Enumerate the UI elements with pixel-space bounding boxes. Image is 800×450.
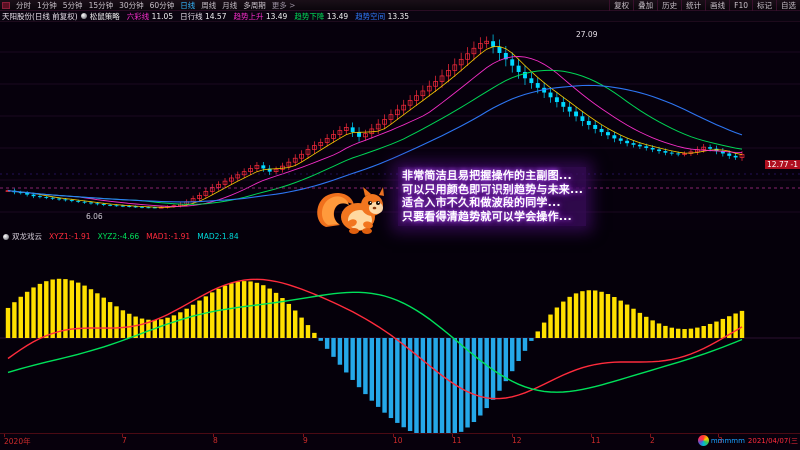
x-tick-mark-0: [4, 434, 5, 437]
ma-line-0: [7, 46, 743, 208]
indicator-status-dot-icon: [3, 233, 9, 240]
ind-value-3: MAD2:1.84: [197, 232, 239, 241]
indicator-chart-svg: [0, 243, 800, 433]
period-item-10[interactable]: 更多 >: [271, 0, 296, 10]
annotation-line-1: 非常简洁且易把握操作的主副图...: [402, 169, 572, 182]
x-axis: 2020年 7 8 9 10 11 12 11 2 3: [0, 433, 800, 450]
period-menu-group: 分时 1分钟 5分钟 15分钟 30分钟 60分钟 日线 周线 月线 多周期 更多 >: [13, 0, 298, 11]
x-tick-mark-4: [393, 434, 394, 437]
period-item-9[interactable]: 多周期: [243, 0, 266, 10]
stock-info-bar: 天阳股份(日线 前复权) 松鼠策略 六彩线 11.05 日行线 14.57 趋势上升…: [0, 11, 800, 22]
x-tick-mark-5: [452, 434, 453, 437]
period-item-8[interactable]: 月线: [222, 0, 238, 10]
ind-value-1: XYZ2:-4.66: [97, 232, 140, 241]
x-tick-label-6: 12: [512, 436, 522, 445]
info-label-2: 趋势上升: [233, 11, 264, 21]
x-tick-label-7: 11: [591, 436, 601, 445]
period-item-4[interactable]: 30分钟: [119, 0, 144, 10]
info-label-3: 趋势下降: [294, 11, 325, 21]
info-value-1: 14.57: [202, 11, 227, 21]
x-tick-mark-7: [591, 434, 592, 437]
indicator-line-xyz2: [7, 291, 743, 393]
x-tick-label-4: 10: [393, 436, 403, 445]
x-tick-mark-2: [213, 434, 214, 437]
period-item-2[interactable]: 5分钟: [62, 0, 83, 10]
period-item-1[interactable]: 1分钟: [37, 0, 57, 10]
last-price-change: -1: [790, 160, 798, 169]
indicator-lines: [7, 278, 743, 400]
x-tick-label-2: 8: [213, 436, 218, 445]
tools-menu-group: 复权 叠加 历史 统计 画线 F10 标记 自选: [609, 0, 800, 11]
tool-item-0[interactable]: 复权: [609, 0, 633, 11]
x-tick-label-3: 9: [303, 436, 308, 445]
period-item-0[interactable]: 分时: [16, 0, 31, 10]
squirrel-mascot-svg: [317, 187, 384, 234]
info-label-0: 六彩线: [126, 11, 150, 21]
period-item-3[interactable]: 15分钟: [88, 0, 114, 10]
x-tick-mark-1: [122, 434, 123, 437]
indicator-header-bar: 双龙戏云 XYZ1:-1.91 XYZ2:-4.66 MAD1:-1.91 MAD2:…: [0, 230, 800, 243]
indicator-values-group: 六彩线 11.05 日行线 14.57 趋势上升 13.49 趋势下降 13.49 趋势…: [127, 11, 416, 22]
tool-item-3[interactable]: 统计: [681, 0, 705, 11]
indicator-line-xyz1: [7, 278, 743, 400]
indicator-histogram: [5, 278, 745, 433]
watermark-site: mmmmm: [710, 436, 745, 445]
period-item-7[interactable]: 周线: [201, 0, 217, 10]
tool-item-7[interactable]: 自选: [776, 0, 800, 11]
peak-price-label: 27.09: [576, 30, 598, 39]
ind-value-2: MAD1:-1.91: [146, 232, 191, 241]
x-tick-label-1: 7: [122, 436, 127, 445]
x-tick-mark-9: [718, 434, 719, 437]
status-dot-icon: [80, 13, 87, 19]
app-logo-icon: [2, 1, 10, 9]
x-tick-label-5: 11: [452, 436, 462, 445]
info-value-2: 13.49: [263, 11, 288, 21]
tool-item-1[interactable]: 叠加: [633, 0, 657, 11]
annotation-line-4: 只要看得清趋势就可以学会操作...: [402, 209, 572, 223]
annotation-line-2: 可以只用颜色即可识别趋势与未来...: [402, 182, 584, 196]
indicator-name: 双龙戏云: [12, 232, 42, 241]
info-value-3: 13.49: [324, 11, 349, 21]
moving-average-lines: [7, 46, 743, 208]
annotation-text-block: 非常简洁且易把握操作的主副图... 可以只用颜色即可识别趋势与未来... 适合入…: [398, 167, 587, 226]
period-menubar: 分时 1分钟 5分钟 15分钟 30分钟 60分钟 日线 周线 月线 多周期 更多 > 复权 叠加 历史…: [0, 0, 800, 11]
period-item-6[interactable]: 日线: [180, 0, 196, 10]
tool-item-5[interactable]: F10: [729, 0, 752, 11]
tool-item-4[interactable]: 画线: [705, 0, 729, 11]
watermark: mmmmm 2021/04/07(三: [697, 435, 798, 446]
tool-item-2[interactable]: 历史: [657, 0, 681, 11]
watermark-logo-icon: [697, 435, 709, 446]
ma-line-1: [7, 56, 743, 207]
x-tick-mark-8: [650, 434, 651, 437]
ma-line-3: [7, 84, 743, 203]
price-scale: 27.09 12.77 -1: [576, 22, 800, 230]
indicator-series-values: XYZ1:-1.91 XYZ2:-4.66 MAD1:-1.91 MAD2:1.84: [49, 232, 246, 241]
info-value-0: 11.05: [149, 11, 174, 21]
info-value-4: 13.35: [385, 11, 410, 21]
x-tick-mark-6: [512, 434, 513, 437]
low-price-label: 6.06: [86, 212, 103, 221]
info-label-4: 趋势空间: [355, 11, 386, 21]
x-tick-label-0: 2020年: [4, 437, 31, 446]
info-label-1: 日行线: [180, 11, 203, 21]
period-item-5[interactable]: 60分钟: [149, 0, 175, 10]
indicator-chart-pane[interactable]: [0, 243, 800, 433]
x-tick-label-9: 3: [718, 436, 723, 445]
ind-value-0: XYZ1:-1.91: [49, 232, 91, 241]
squirrel-mascot-icon: [312, 183, 398, 235]
x-tick-mark-3: [303, 434, 304, 437]
strategy-name: 松鼠策略: [89, 11, 120, 21]
watermark-date: 2021/04/07(三: [747, 436, 798, 445]
tool-item-6[interactable]: 标记: [752, 0, 776, 11]
annotation-line-3: 适合入市不久和做波段的同学...: [402, 196, 561, 209]
last-price-value: 12.77: [767, 160, 789, 169]
last-price-badge: 12.77 -1: [765, 160, 800, 169]
x-tick-label-8: 2: [650, 436, 655, 445]
stock-title: 天阳股份(日线 前复权): [2, 11, 78, 21]
